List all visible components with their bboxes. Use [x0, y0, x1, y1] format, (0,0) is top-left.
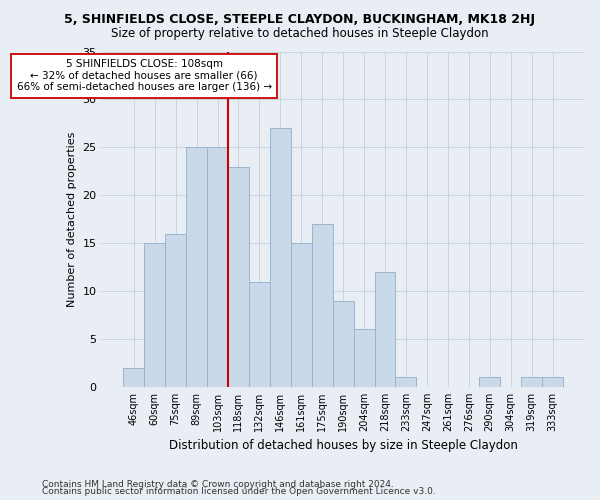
Bar [521, 378, 542, 387]
Bar [144, 243, 165, 387]
Bar [479, 378, 500, 387]
Bar [312, 224, 332, 387]
Bar [165, 234, 186, 387]
Text: 5 SHINFIELDS CLOSE: 108sqm
← 32% of detached houses are smaller (66)
66% of semi: 5 SHINFIELDS CLOSE: 108sqm ← 32% of deta… [17, 59, 272, 92]
X-axis label: Distribution of detached houses by size in Steeple Claydon: Distribution of detached houses by size … [169, 440, 518, 452]
Y-axis label: Number of detached properties: Number of detached properties [67, 132, 77, 307]
Bar [395, 378, 416, 387]
Bar [228, 166, 249, 387]
Bar [186, 148, 207, 387]
Bar [249, 282, 270, 387]
Bar [207, 148, 228, 387]
Text: Size of property relative to detached houses in Steeple Claydon: Size of property relative to detached ho… [111, 28, 489, 40]
Text: Contains public sector information licensed under the Open Government Licence v3: Contains public sector information licen… [42, 488, 436, 496]
Bar [332, 300, 353, 387]
Text: Contains HM Land Registry data © Crown copyright and database right 2024.: Contains HM Land Registry data © Crown c… [42, 480, 394, 489]
Bar [123, 368, 144, 387]
Bar [374, 272, 395, 387]
Bar [291, 243, 312, 387]
Bar [353, 330, 374, 387]
Bar [270, 128, 291, 387]
Text: 5, SHINFIELDS CLOSE, STEEPLE CLAYDON, BUCKINGHAM, MK18 2HJ: 5, SHINFIELDS CLOSE, STEEPLE CLAYDON, BU… [65, 12, 536, 26]
Bar [542, 378, 563, 387]
